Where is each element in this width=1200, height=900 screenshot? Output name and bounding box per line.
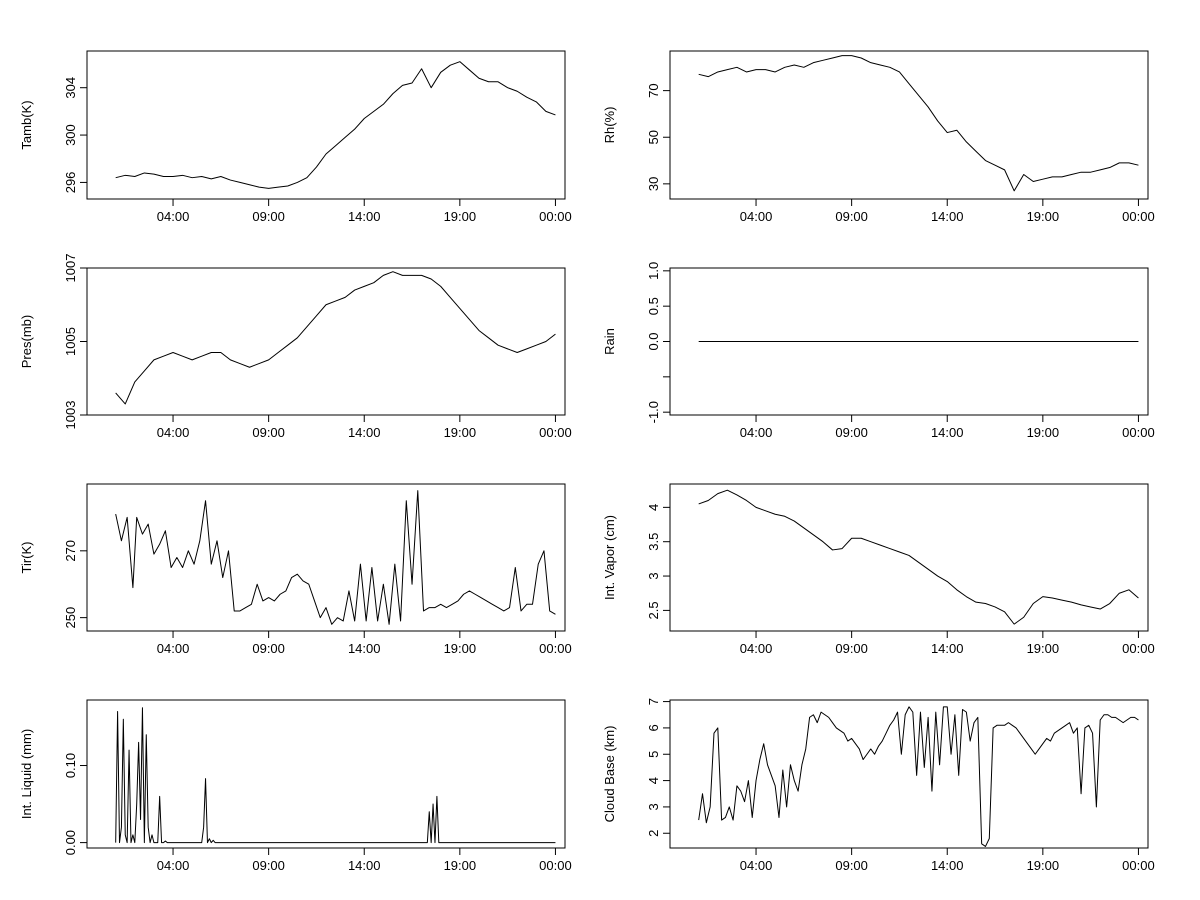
y-tick-label: 70 (646, 83, 661, 97)
x-tick-label: 14:00 (931, 858, 964, 873)
series-line-1 (115, 707, 556, 844)
plot-frame (86, 483, 566, 632)
x-tick-label: 09:00 (835, 209, 868, 224)
x-tick-label: 00:00 (1122, 858, 1155, 873)
y-tick-label: 0.5 (646, 297, 661, 315)
chart-panel-6: 04:00 09:00 14:00 19:00 00:00 2.5 3 3.5 4 Int. Va… (602, 483, 1155, 656)
series-line-1 (115, 490, 556, 625)
plot-frame (669, 483, 1149, 632)
x-tick-label: 19:00 (1027, 641, 1060, 656)
plot-frame (86, 50, 566, 200)
chart-panel-8: 04:00 09:00 14:00 19:00 00:00 2 3 4 5 6 7 Cloud Bas… (602, 698, 1155, 873)
chart-panel-3: 04:00 09:00 14:00 19:00 00:00 1003 1005 1007 Pre… (19, 254, 572, 440)
y-tick-label: 4 (646, 777, 661, 784)
x-tick-label: 14:00 (348, 425, 381, 440)
plot-frame (669, 699, 1149, 849)
chart-panel-4: 04:00 09:00 14:00 19:00 00:00 -1.0 0.0 0.5 1.0 Ra… (602, 262, 1155, 440)
y-axis-label: Rain (602, 328, 617, 355)
x-tick-label: 04:00 (157, 858, 190, 873)
x-tick-label: 19:00 (444, 425, 477, 440)
y-axis-label: Int. Vapor (cm) (602, 515, 617, 600)
x-tick-label: 14:00 (931, 641, 964, 656)
x-tick-label: 09:00 (835, 641, 868, 656)
y-axis-label: Tamb(K) (19, 100, 34, 149)
y-axis-label: Pres(mb) (19, 315, 34, 368)
x-tick-label: 00:00 (1122, 425, 1155, 440)
y-axis-label: Int. Liquid (mm) (19, 729, 34, 819)
x-tick-label: 19:00 (1027, 858, 1060, 873)
y-tick-label: 2.5 (646, 601, 661, 619)
x-tick-label: 14:00 (931, 209, 964, 224)
x-tick-label: 09:00 (252, 209, 285, 224)
x-tick-label: 19:00 (1027, 209, 1060, 224)
x-tick-label: 14:00 (348, 858, 381, 873)
y-axis-label: Tir(K) (19, 541, 34, 573)
y-tick-label: 6 (646, 724, 661, 731)
x-tick-label: 00:00 (1122, 209, 1155, 224)
series-line-1 (698, 489, 1139, 625)
y-tick-label: 1003 (63, 401, 78, 430)
y-tick-label: 5 (646, 751, 661, 758)
x-tick-label: 04:00 (740, 425, 773, 440)
x-tick-label: 04:00 (740, 209, 773, 224)
plot-frame (669, 50, 1149, 200)
y-tick-label: 50 (646, 130, 661, 144)
x-tick-label: 00:00 (539, 209, 572, 224)
chart-panel-5: 04:00 09:00 14:00 19:00 00:00 250 270 Tir(K) (19, 483, 572, 656)
y-tick-label: 30 (646, 177, 661, 191)
series-line-1 (115, 271, 556, 405)
y-tick-label: 296 (63, 172, 78, 194)
x-tick-label: 04:00 (157, 209, 190, 224)
y-tick-label: 7 (646, 698, 661, 705)
x-tick-label: 04:00 (740, 858, 773, 873)
x-tick-label: 09:00 (252, 641, 285, 656)
y-tick-label: 0.00 (63, 830, 78, 855)
x-tick-label: 14:00 (931, 425, 964, 440)
x-tick-label: 09:00 (252, 858, 285, 873)
x-tick-label: 00:00 (539, 858, 572, 873)
plot-frame (86, 699, 566, 849)
y-tick-label: 3.5 (646, 533, 661, 551)
y-tick-label: 250 (63, 607, 78, 629)
y-tick-label: 0.10 (63, 753, 78, 778)
series-line-1 (698, 55, 1139, 192)
y-tick-label: -1.0 (646, 401, 661, 423)
chart-panel-7: 04:00 09:00 14:00 19:00 00:00 0.00 0.10 Int. Li… (19, 699, 572, 873)
x-tick-label: 04:00 (740, 641, 773, 656)
y-tick-label: 1.0 (646, 262, 661, 280)
chart-panel-2: 04:00 09:00 14:00 19:00 00:00 30 50 70 Rh(%) (602, 50, 1155, 224)
x-tick-label: 00:00 (539, 425, 572, 440)
series-line-1 (698, 706, 1139, 847)
y-tick-label: 2 (646, 830, 661, 837)
series-line-1 (115, 61, 556, 189)
chart-panel-1: 04:00 09:00 14:00 19:00 00:00 296 300 304 Tamb(K… (19, 50, 572, 224)
y-tick-label: 270 (63, 540, 78, 562)
y-tick-label: 304 (63, 77, 78, 99)
y-axis-label: Rh(%) (602, 107, 617, 144)
y-tick-label: 4 (646, 504, 661, 511)
y-tick-label: 0.0 (646, 332, 661, 350)
x-tick-label: 09:00 (835, 858, 868, 873)
x-tick-label: 00:00 (1122, 641, 1155, 656)
y-tick-label: 3 (646, 572, 661, 579)
y-tick-label: 300 (63, 124, 78, 146)
x-tick-label: 09:00 (835, 425, 868, 440)
y-tick-label: 1007 (63, 254, 78, 283)
x-tick-label: 14:00 (348, 641, 381, 656)
x-tick-label: 19:00 (444, 858, 477, 873)
y-tick-label: 1005 (63, 327, 78, 356)
x-tick-label: 00:00 (539, 641, 572, 656)
y-axis-label: Cloud Base (km) (602, 726, 617, 823)
x-tick-label: 19:00 (444, 209, 477, 224)
x-tick-label: 19:00 (1027, 425, 1060, 440)
x-tick-label: 14:00 (348, 209, 381, 224)
y-tick-label: 3 (646, 803, 661, 810)
x-tick-label: 19:00 (444, 641, 477, 656)
x-tick-label: 09:00 (252, 425, 285, 440)
x-tick-label: 04:00 (157, 425, 190, 440)
x-tick-label: 04:00 (157, 641, 190, 656)
